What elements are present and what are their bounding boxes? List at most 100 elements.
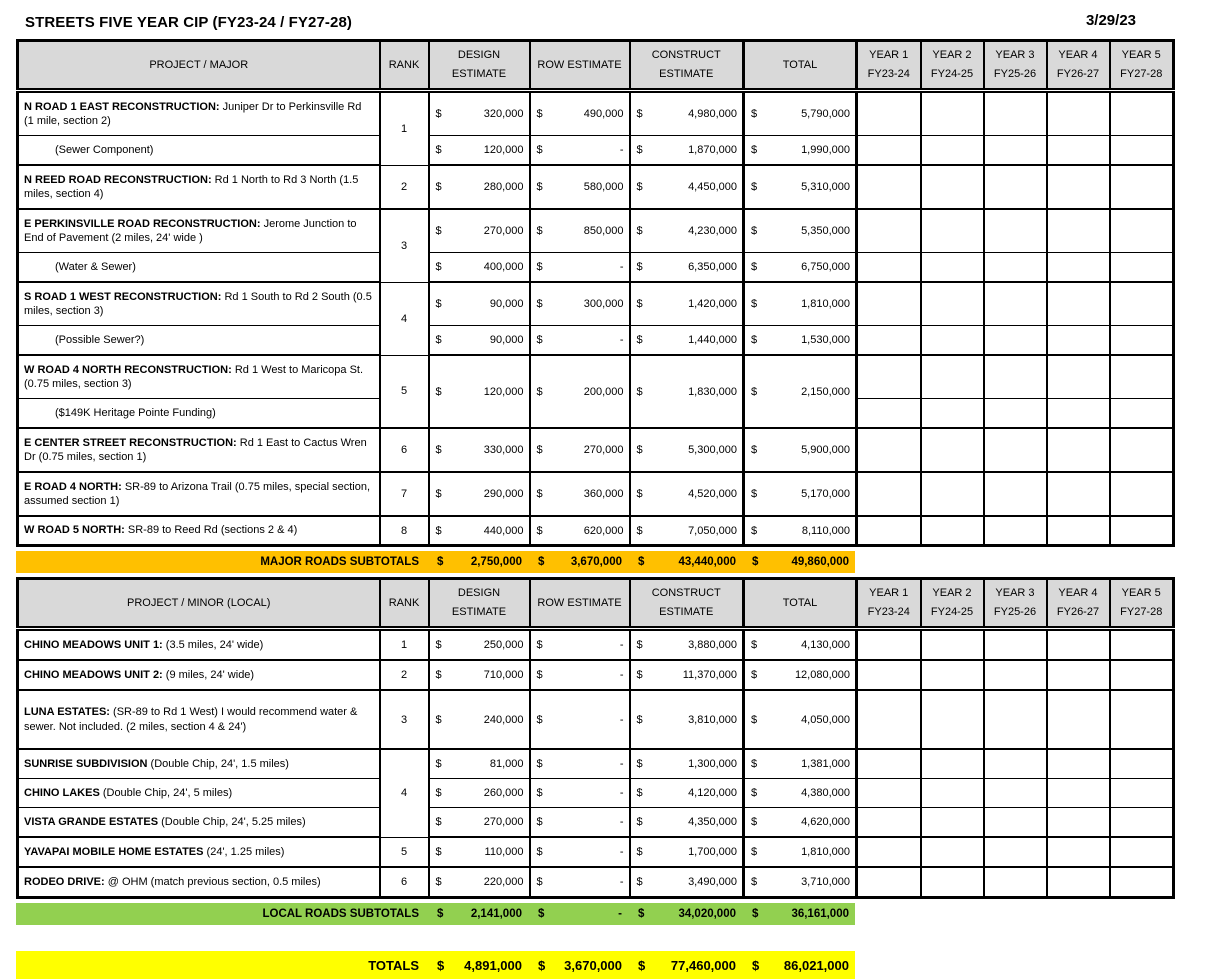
- year-cell: [855, 778, 922, 808]
- currency-symbol: $: [636, 334, 643, 346]
- rank-cell: 8: [378, 515, 430, 547]
- year-cell: [982, 354, 1048, 399]
- currency-symbol: $: [536, 713, 543, 726]
- currency-symbol: $: [435, 225, 442, 237]
- currency-symbol: $: [435, 524, 442, 537]
- year-cell: [1108, 748, 1175, 779]
- minor-header-row: PROJECT / MINOR (LOCAL) RANK DESIGN ESTIM…: [16, 577, 1175, 631]
- construct-estimate-cell: $4,980,000: [628, 90, 745, 136]
- currency-symbol: $: [636, 713, 643, 726]
- construct-estimate-cell: $3,810,000: [628, 689, 745, 750]
- currency-symbol: $: [752, 957, 760, 973]
- currency-symbol: $: [538, 908, 545, 920]
- total-cell: $5,900,000: [742, 427, 858, 473]
- year-cell: [1108, 836, 1175, 868]
- design-estimate-cell: $290,000: [427, 471, 531, 517]
- total-cell: $8,110,000: [742, 515, 858, 547]
- year-cell: [1045, 281, 1111, 326]
- currency-symbol: $: [636, 488, 643, 500]
- currency-symbol: $: [435, 758, 442, 770]
- row-estimate-cell: $ -: [528, 748, 631, 779]
- totals-total-cell: $86,021,000: [752, 957, 849, 973]
- year-cell: [982, 281, 1048, 326]
- design-estimate-cell: $240,000: [427, 689, 531, 750]
- currency-symbol: $: [752, 908, 759, 920]
- year-cell: [919, 689, 985, 750]
- rank-cell: 7: [378, 471, 430, 517]
- currency-symbol: $: [536, 108, 543, 120]
- project-cell: E PERKINSVILLE ROAD RECONSTRUCTION: Jero…: [16, 208, 381, 253]
- design-estimate-cell: $90,000: [427, 281, 531, 326]
- currency-symbol: $: [536, 444, 543, 456]
- year-cell: [1045, 866, 1111, 899]
- year-cell: [1045, 515, 1111, 547]
- year-cell: [1045, 628, 1111, 661]
- year-cell: [1045, 807, 1111, 838]
- year-cell: [919, 471, 985, 517]
- project-cell: VISTA GRANDE ESTATES (Double Chip, 24', …: [16, 807, 381, 838]
- currency-symbol: $: [751, 846, 758, 858]
- subtotal-row-estimate-cell: $ -: [538, 908, 622, 920]
- design-estimate-cell: $440,000: [427, 515, 531, 547]
- project-cell: YAVAPAI MOBILE HOME ESTATES (24', 1.25 m…: [16, 836, 381, 868]
- year-cell: [855, 164, 922, 210]
- column-header-design: DESIGN ESTIMATE: [427, 577, 531, 631]
- year-cell: [1108, 515, 1175, 547]
- year-cell: [919, 398, 985, 429]
- column-header-year2: YEAR 2 FY24-25: [919, 39, 985, 93]
- currency-symbol: $: [435, 669, 442, 681]
- currency-symbol: $: [536, 144, 543, 156]
- currency-symbol: $: [536, 488, 543, 500]
- column-header-construct: CONSTRUCT ESTIMATE: [628, 577, 745, 631]
- column-header-project-major: PROJECT / MAJOR: [16, 39, 381, 93]
- construct-estimate-cell: $4,450,000: [628, 164, 745, 210]
- currency-symbol: $: [536, 669, 543, 681]
- row-estimate-cell: $ -: [528, 836, 631, 868]
- currency-symbol: $: [536, 334, 543, 346]
- year-cell: [982, 689, 1048, 750]
- year-cell: [982, 471, 1048, 517]
- currency-symbol: $: [751, 816, 758, 828]
- currency-symbol: $: [638, 556, 645, 568]
- total-cell: $5,170,000: [742, 471, 858, 517]
- construct-estimate-cell: $1,300,000: [628, 748, 745, 779]
- currency-symbol: $: [751, 876, 758, 888]
- year-cell: [919, 90, 985, 136]
- year-cell: [855, 90, 922, 136]
- row-estimate-cell: $850,000: [528, 208, 631, 253]
- year-cell: [982, 398, 1048, 429]
- year-cell: [919, 427, 985, 473]
- total-cell: $2,150,000: [742, 354, 858, 429]
- currency-symbol: $: [437, 908, 444, 920]
- project-subnote-cell: (Possible Sewer?): [16, 325, 381, 356]
- year-cell: [982, 252, 1048, 283]
- total-cell: $6,750,000: [742, 252, 858, 283]
- project-row: LUNA ESTATES: (SR-89 to Rd 1 West) I wou…: [16, 689, 1175, 750]
- project-cell: CHINO MEADOWS UNIT 2: (9 miles, 24' wide…: [16, 659, 381, 691]
- currency-symbol: $: [536, 524, 543, 537]
- row-estimate-cell: $ -: [528, 628, 631, 661]
- project-cell: N ROAD 1 EAST RECONSTRUCTION: Juniper Dr…: [16, 90, 381, 136]
- design-estimate-cell: $270,000: [427, 807, 531, 838]
- column-header-year1: YEAR 1 FY23-24: [855, 39, 922, 93]
- year-cell: [1045, 90, 1111, 136]
- subnote-row: (Water & Sewer) $400,000 $ - $6,350,000 $…: [16, 252, 1175, 283]
- design-estimate-cell: $110,000: [427, 836, 531, 868]
- currency-symbol: $: [751, 758, 758, 770]
- year-cell: [855, 208, 922, 253]
- total-cell: $5,790,000: [742, 90, 858, 136]
- rank-cell: 1: [378, 628, 430, 661]
- year-cell: [855, 866, 922, 899]
- year-cell: [855, 515, 922, 547]
- currency-symbol: $: [435, 334, 442, 346]
- project-cell: SUNRISE SUBDIVISION (Double Chip, 24', 1…: [16, 748, 381, 779]
- currency-symbol: $: [536, 225, 543, 237]
- year-cell: [919, 515, 985, 547]
- construct-estimate-cell: $1,420,000: [628, 281, 745, 326]
- project-cell: N REED ROAD RECONSTRUCTION: Rd 1 North t…: [16, 164, 381, 210]
- year-cell: [982, 748, 1048, 779]
- year-cell: [855, 807, 922, 838]
- total-cell: $1,810,000: [742, 836, 858, 868]
- currency-symbol: $: [538, 957, 546, 973]
